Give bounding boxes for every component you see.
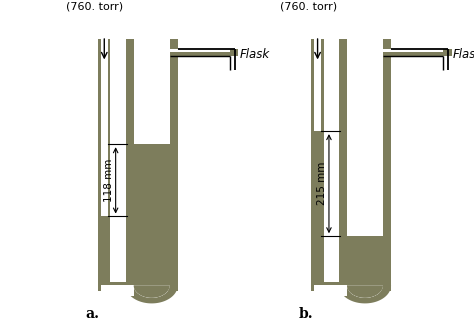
Bar: [347, 39, 383, 285]
Text: a.: a.: [85, 307, 100, 321]
Text: Flask: Flask: [453, 48, 474, 61]
Bar: [311, 282, 391, 291]
Polygon shape: [339, 285, 391, 303]
Bar: [98, 39, 101, 285]
Bar: [383, 49, 443, 52]
Text: Atmosphere
(760. torr): Atmosphere (760. torr): [274, 0, 342, 11]
Bar: [101, 285, 134, 296]
Polygon shape: [134, 285, 170, 298]
Bar: [170, 49, 230, 52]
Polygon shape: [134, 285, 170, 298]
Text: Atmosphere
(760. torr): Atmosphere (760. torr): [61, 0, 128, 11]
Polygon shape: [347, 285, 383, 298]
Bar: [134, 39, 170, 285]
Bar: [314, 285, 347, 296]
Bar: [314, 131, 321, 285]
Bar: [347, 236, 383, 285]
Bar: [390, 49, 452, 56]
Bar: [311, 39, 314, 285]
Polygon shape: [126, 285, 178, 303]
Text: 118 mm: 118 mm: [104, 159, 114, 202]
Bar: [134, 144, 170, 285]
Bar: [101, 216, 108, 285]
Bar: [126, 39, 134, 285]
Text: 215 mm: 215 mm: [317, 162, 328, 205]
Bar: [383, 39, 391, 285]
Bar: [98, 282, 178, 291]
Bar: [108, 39, 110, 285]
Bar: [314, 39, 321, 285]
Bar: [339, 39, 347, 285]
Bar: [110, 282, 126, 291]
Text: Flask: Flask: [239, 48, 270, 61]
Bar: [177, 49, 238, 56]
Bar: [101, 39, 108, 285]
Polygon shape: [347, 285, 383, 298]
Text: b.: b.: [299, 307, 313, 321]
Bar: [170, 39, 178, 285]
Bar: [324, 282, 339, 291]
Bar: [321, 39, 324, 285]
